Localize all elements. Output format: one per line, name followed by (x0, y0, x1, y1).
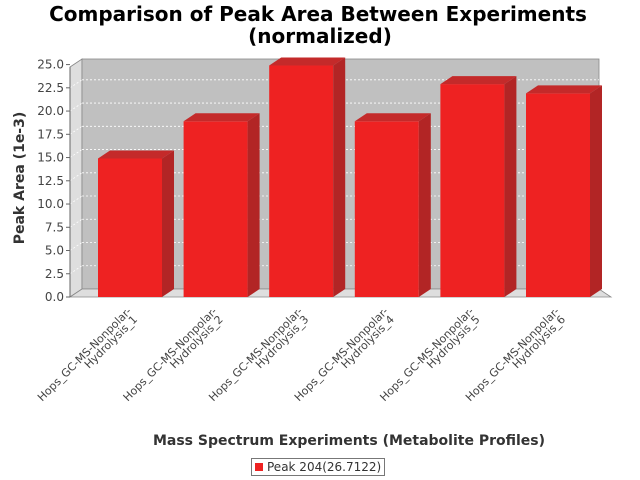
x-tick-label: Hops_GC-MS-Nonpolar- (35, 305, 134, 404)
bar (98, 158, 162, 297)
bar-top (526, 85, 602, 94)
bar-top (440, 76, 517, 85)
bar-top (269, 57, 346, 66)
y-tick-label: 12.5 (37, 174, 64, 188)
grid-line-side (69, 56, 83, 65)
y-axis-title: Peak Area (1e-3) (12, 112, 28, 245)
grid-line-side (69, 265, 83, 275)
bar (354, 121, 419, 297)
bar-side (504, 76, 517, 297)
grid-line-side (69, 195, 83, 205)
y-tick-label: 2.5 (45, 267, 64, 281)
chart-title: Comparison of Peak Area Between Experime… (49, 2, 587, 26)
y-tick-label: 15.0 (37, 151, 64, 165)
grid-line-side (69, 242, 83, 251)
plot-area: 0.0 2.5 5.0 7.5 10.0 12.5 15.0 17.5 20.0 22.5 25.0… (35, 56, 613, 404)
grid-line-side (69, 149, 83, 158)
bar-side (162, 150, 174, 297)
left-wall (69, 58, 83, 298)
y-tick-label: 7.5 (45, 220, 64, 234)
y-tick-label: 20.0 (37, 104, 64, 118)
y-tick-label: 22.5 (37, 81, 64, 95)
bar (183, 121, 248, 297)
bar-top (98, 150, 174, 159)
y-tick-label: 5.0 (45, 244, 64, 258)
bar-side (418, 113, 431, 297)
grid-line-side (69, 218, 83, 228)
y-tick-label: 25.0 (37, 58, 64, 72)
bar (440, 84, 505, 297)
y-tick-label: 10.0 (37, 197, 64, 211)
y-tick-label: 17.5 (37, 127, 64, 141)
y-tick-label: 0.0 (45, 290, 64, 304)
chart-subtitle: (normalized) (248, 24, 392, 48)
grid-line-side (69, 125, 83, 135)
bar (269, 65, 334, 297)
bar (526, 93, 590, 297)
grid-line-side (69, 172, 83, 182)
legend: Peak 204(26.7122) (251, 458, 386, 476)
bar-top (183, 113, 260, 122)
bar-top (354, 113, 431, 122)
legend-label: Peak 204(26.7122) (267, 460, 382, 474)
x-axis-title: Mass Spectrum Experiments (Metabolite Pr… (153, 433, 545, 449)
bar-side (247, 113, 260, 297)
legend-swatch-icon (255, 463, 263, 471)
bar-side (590, 85, 602, 297)
grid-line-side (69, 79, 83, 89)
grid-line-side (69, 102, 83, 112)
bar-side (333, 57, 346, 297)
